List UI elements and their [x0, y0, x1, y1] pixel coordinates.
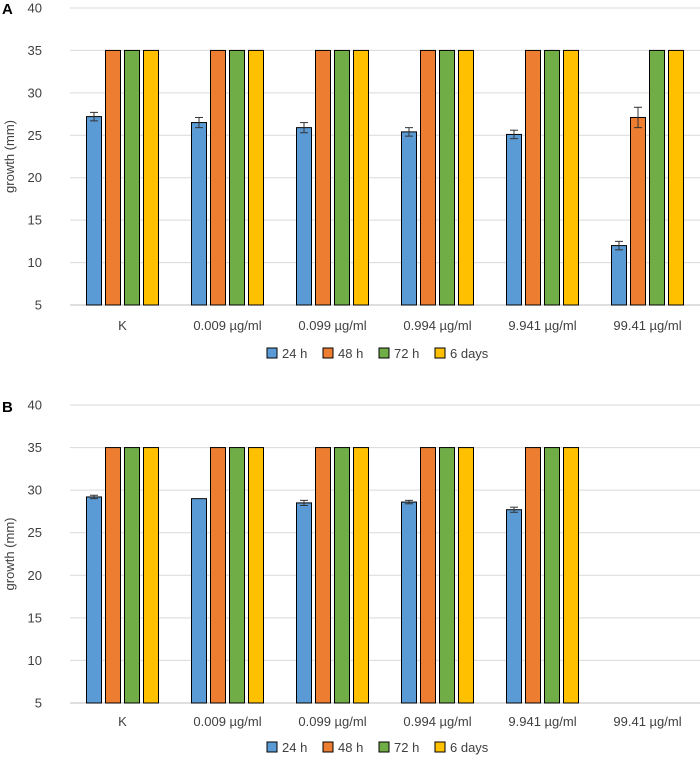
x-tick-label: 0.099 µg/ml: [298, 714, 366, 729]
y-tick-label: 25: [28, 525, 42, 540]
bar: [124, 49, 140, 306]
legend-swatch: [266, 347, 278, 359]
bar: [649, 49, 665, 306]
y-axis-label: growth (mm): [2, 518, 17, 591]
legend-label: 24 h: [282, 740, 307, 755]
bar: [315, 447, 331, 704]
y-tick-label: 35: [28, 440, 42, 455]
y-tick-label: 10: [28, 653, 42, 668]
legend-swatch: [266, 741, 278, 753]
bar: [563, 447, 579, 704]
bar: [86, 496, 102, 704]
bar: [105, 447, 121, 704]
bar: [401, 501, 417, 704]
panel-letter: A: [2, 1, 13, 18]
x-tick-label: 0.009 µg/ml: [193, 318, 261, 333]
x-tick-label: 0.099 µg/ml: [298, 318, 366, 333]
bar: [191, 122, 207, 306]
y-tick-label: 30: [28, 85, 42, 100]
bar: [124, 447, 140, 704]
legend: 24 h 48 h 72 h 6 days: [266, 346, 489, 361]
x-tick-label: 9.941 µg/ml: [508, 318, 576, 333]
bar: [630, 116, 646, 306]
bar: [458, 49, 474, 306]
y-tick-label: 15: [28, 610, 42, 625]
bar: [315, 49, 331, 306]
bar: [143, 447, 159, 704]
bar: [506, 509, 522, 704]
bar: [439, 447, 455, 704]
legend-label: 6 days: [450, 740, 489, 755]
legend-label: 6 days: [450, 346, 489, 361]
bar: [544, 447, 560, 704]
legend-swatch: [434, 741, 446, 753]
legend-swatch: [322, 347, 334, 359]
bar: [229, 49, 245, 306]
y-tick-label: 35: [28, 43, 42, 58]
x-tick-label: 0.994 µg/ml: [403, 714, 471, 729]
legend-swatch: [322, 741, 334, 753]
x-tick-label: 99.41 µg/ml: [613, 318, 681, 333]
x-tick-label: 9.941 µg/ml: [508, 714, 576, 729]
bar: [229, 447, 245, 704]
y-tick-label: 40: [28, 398, 42, 413]
x-tick-label: 0.009 µg/ml: [193, 714, 261, 729]
bar: [86, 116, 102, 306]
panel-letter: B: [2, 399, 13, 416]
x-tick-label: K: [118, 318, 127, 333]
bar: [506, 133, 522, 306]
bar: [143, 49, 159, 306]
bar: [334, 49, 350, 306]
y-tick-label: 5: [35, 298, 42, 313]
bar: [525, 49, 541, 306]
legend-swatch: [378, 741, 390, 753]
legend-label: 48 h: [338, 740, 363, 755]
bar: [611, 245, 627, 306]
legend-swatch: [434, 347, 446, 359]
legend-label: 72 h: [394, 346, 419, 361]
bar: [544, 49, 560, 306]
bar: [210, 447, 226, 704]
y-tick-label: 20: [28, 170, 42, 185]
legend: 24 h 48 h 72 h 6 days: [266, 740, 489, 755]
y-tick-label: 30: [28, 483, 42, 498]
bar: [334, 447, 350, 704]
y-tick-label: 15: [28, 213, 42, 228]
legend-label: 72 h: [394, 740, 419, 755]
bar: [668, 49, 684, 306]
bar: [563, 49, 579, 306]
y-tick-label: 20: [28, 568, 42, 583]
bar: [353, 49, 369, 306]
x-tick-label: 99.41 µg/ml: [613, 714, 681, 729]
x-tick-label: 0.994 µg/ml: [403, 318, 471, 333]
y-tick-label: 40: [28, 1, 42, 16]
bar: [248, 49, 264, 306]
bar: [353, 447, 369, 704]
legend-label: 48 h: [338, 346, 363, 361]
bar: [191, 498, 207, 704]
bar: [420, 447, 436, 704]
y-tick-label: 5: [35, 696, 42, 711]
bar: [525, 447, 541, 704]
y-axis-label: growth (mm): [2, 120, 17, 193]
chart-panel-a: A 5 10 15 20 25 30 35 40 growth (mm) K 0.009 µg/ml 0…: [2, 1, 700, 361]
bar: [210, 49, 226, 306]
x-tick-label: K: [118, 714, 127, 729]
y-tick-label: 25: [28, 128, 42, 143]
bar: [439, 49, 455, 306]
legend-swatch: [378, 347, 390, 359]
bar: [248, 447, 264, 704]
chart-panel-b: B 5 10 15 20 25 30 35 40 growth (mm) K 0.009 µg/ml 0…: [2, 398, 700, 755]
bar: [105, 49, 121, 306]
bar: [420, 49, 436, 306]
bar: [296, 502, 312, 704]
bar: [401, 131, 417, 306]
bar: [296, 127, 312, 306]
y-tick-label: 10: [28, 255, 42, 270]
bar: [458, 447, 474, 704]
legend-label: 24 h: [282, 346, 307, 361]
